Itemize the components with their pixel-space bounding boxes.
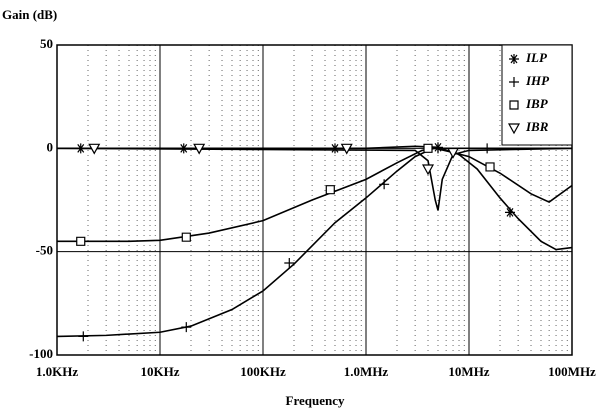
data-marker xyxy=(78,331,88,341)
y-tick-label: -100 xyxy=(29,346,53,361)
y-tick-label: -50 xyxy=(36,243,53,258)
data-marker xyxy=(330,143,340,153)
data-marker xyxy=(284,258,294,268)
data-marker xyxy=(486,163,494,171)
data-marker xyxy=(77,237,85,245)
chart-title: Gain (dB) xyxy=(2,7,57,22)
y-tick-label: 50 xyxy=(40,36,53,51)
legend-label: IHP xyxy=(525,73,550,88)
series-line xyxy=(57,148,572,210)
data-marker xyxy=(423,165,433,174)
legend-label: IBP xyxy=(525,96,549,111)
series-line xyxy=(57,148,572,336)
series-line xyxy=(57,146,572,249)
x-tick-label: 100KHz xyxy=(240,364,286,379)
data-marker xyxy=(379,179,389,189)
x-tick-label: 1.0KHz xyxy=(36,364,78,379)
data-marker xyxy=(482,143,492,153)
x-tick-label: 10KHz xyxy=(141,364,180,379)
x-tick-label: 100MHz xyxy=(548,364,596,379)
legend-label: IBR xyxy=(525,119,549,134)
data-marker xyxy=(505,207,515,217)
chart: Gain (dB) Frequency 1.0KHz 10KHz 100KHz 1.0… xyxy=(0,0,614,414)
legend-label: ILP xyxy=(525,50,548,65)
data-marker xyxy=(182,233,190,241)
plot-frame xyxy=(57,45,572,355)
data-marker xyxy=(326,186,334,194)
x-tick-label: 1.0MHz xyxy=(344,364,389,379)
series-line xyxy=(57,148,572,241)
legend-marker xyxy=(510,101,518,109)
data-marker xyxy=(424,144,432,152)
y-tick-label: 0 xyxy=(47,139,54,154)
x-axis-label: Frequency xyxy=(286,393,345,408)
x-tick-label: 10MHz xyxy=(448,364,489,379)
data-marker xyxy=(181,322,191,332)
